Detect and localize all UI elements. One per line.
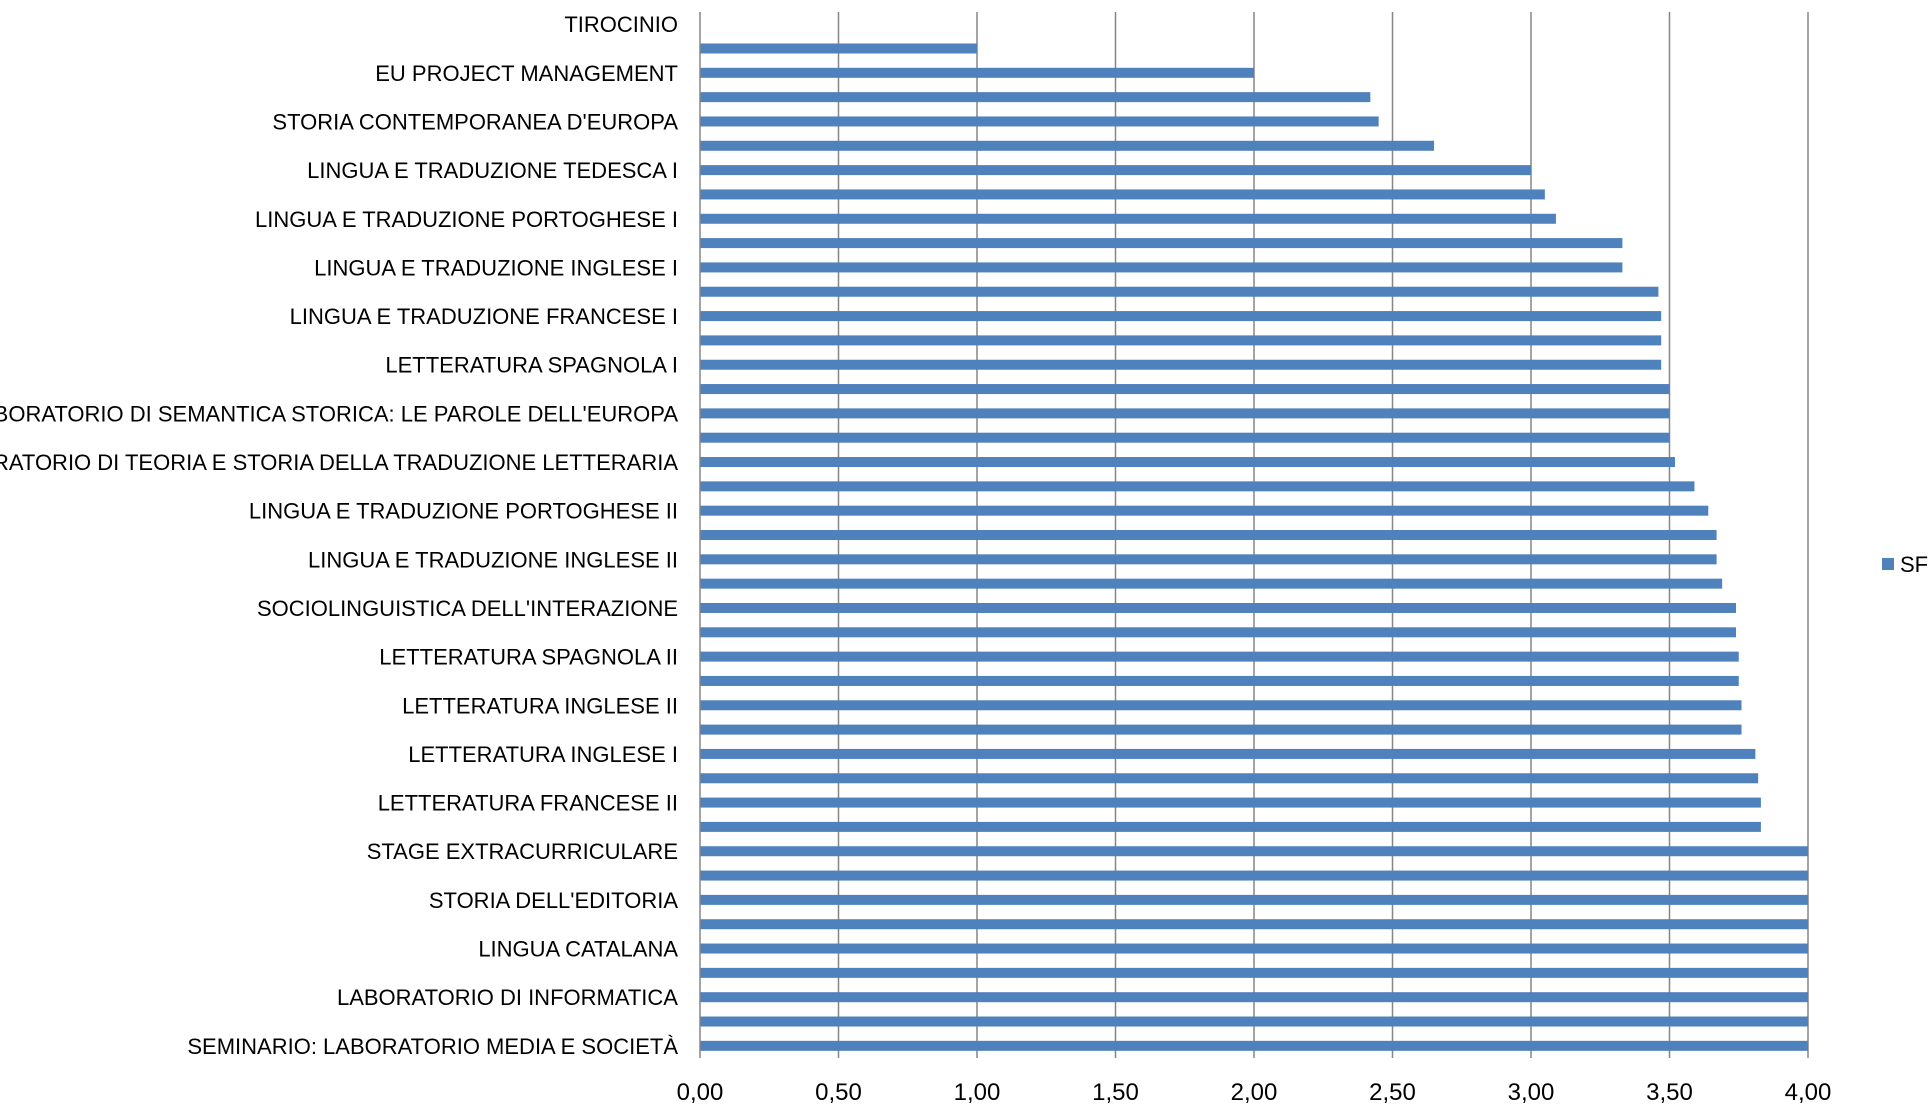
category-label: LINGUA E TRADUZIONE PORTOGHESE II [249,499,678,524]
bar [700,432,1670,443]
bar [700,967,1808,978]
bar [700,675,1739,686]
bar [700,1016,1808,1027]
category-label: TIROCINIO [564,12,678,37]
category-label: STAGE EXTRACURRICULARE [367,839,678,864]
x-tick-label: 2,50 [1369,1079,1416,1106]
bar [700,846,1808,857]
category-label: STORIA DELL'EDITORIA [429,888,678,913]
category-label: LINGUA E TRADUZIONE TEDESCA I [307,158,678,183]
x-tick-label: 3,50 [1646,1079,1693,1106]
x-tick-label: 1,00 [954,1079,1001,1106]
bar [700,700,1742,711]
bar [700,384,1670,395]
bar [700,724,1742,735]
bar [700,165,1531,176]
bar [700,1040,1808,1051]
legend-swatch [1882,558,1894,570]
category-label: LINGUA E TRADUZIONE INGLESE II [308,547,678,572]
category-label: STORIA CONTEMPORANEA D'EUROPA [272,109,678,134]
bar [700,238,1623,249]
x-tick-label: 3,00 [1508,1079,1555,1106]
bar [700,505,1709,516]
bar [700,189,1545,200]
category-label: LETTERATURA INGLESE I [408,742,678,767]
category-label: LINGUA E TRADUZIONE INGLESE I [314,255,678,280]
bar [700,748,1756,759]
category-label: LETTERATURA FRANCESE II [378,791,678,816]
bar [700,408,1670,419]
category-label: LETTERATURA INGLESE II [402,693,678,718]
bar [700,554,1717,565]
legend: SF [1882,552,1928,577]
category-label: LABORATORIO DI INFORMATICA [337,985,678,1010]
bar [700,335,1662,346]
bars [700,43,1808,1051]
bar [700,67,1254,78]
bar [700,481,1695,492]
category-label: LINGUA E TRADUZIONE PORTOGHESE I [255,207,678,232]
category-label: LABORATORIO DI SEMANTICA STORICA: LE PAR… [0,401,678,426]
bar [700,213,1556,224]
category-label: LINGUA CATALANA [478,937,678,962]
x-tick-label: 2,00 [1231,1079,1278,1106]
bar [700,578,1723,589]
legend-label: SF [1900,552,1928,577]
bar [700,992,1808,1003]
bar [700,870,1808,881]
bar [700,943,1808,954]
bar [700,821,1761,832]
category-label: LINGUA E TRADUZIONE FRANCESE I [290,304,678,329]
bar [700,43,977,54]
bar [700,92,1371,103]
bar [700,627,1736,638]
bar [700,773,1759,784]
bar [700,359,1662,370]
bar [700,919,1808,930]
bar [700,602,1736,613]
bar [700,262,1623,273]
bar [700,530,1717,540]
x-tick-label: 1,50 [1092,1079,1139,1106]
bar [700,894,1808,905]
bar [700,140,1435,151]
category-label: LETTERATURA SPAGNOLA I [385,353,678,378]
category-labels: SEMINARIO: LABORATORIO MEDIA E SOCIETÀ LA… [0,12,678,1059]
bar [700,311,1662,322]
bar [700,286,1659,297]
category-label: LABORATORIO DI TEORIA E STORIA DELLA TRA… [0,450,678,475]
category-label: SOCIOLINGUISTICA DELL'INTERAZIONE [257,596,678,621]
bar [700,457,1676,468]
bar [700,797,1761,808]
bar [700,116,1379,127]
x-axis-tick-labels: 0,00 0,50 1,00 1,50 2,00 2,50 3,00 3,50 4,00 [677,1079,1832,1106]
x-tick-label: 0,50 [815,1079,862,1106]
x-tick-label: 0,00 [677,1079,724,1106]
x-tick-label: 4,00 [1785,1079,1832,1106]
category-label: SEMINARIO: LABORATORIO MEDIA E SOCIETÀ [187,1034,678,1059]
category-label: EU PROJECT MANAGEMENT [375,61,678,86]
bar [700,651,1739,662]
category-label: LETTERATURA SPAGNOLA II [379,645,678,670]
